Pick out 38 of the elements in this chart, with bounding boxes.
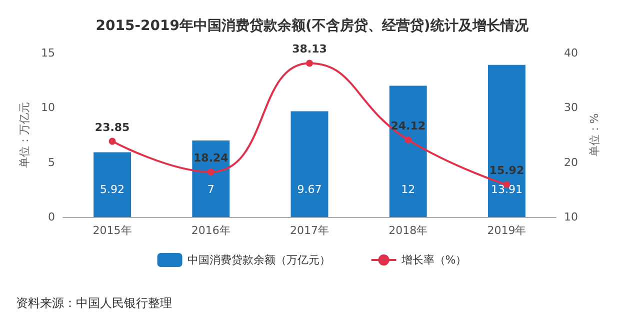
data-label: 24.12 [390,119,426,132]
bar [192,140,230,217]
data-label: 5.92 [100,183,125,196]
x-tick-label: 2016年 [191,224,230,237]
data-label: 9.67 [297,183,322,196]
legend-label: 增长率（%） [400,254,467,266]
bar [290,111,328,217]
bar [389,86,427,217]
y2-tick-label: 10 [564,210,578,224]
bar [94,152,132,217]
data-label: 38.13 [292,42,327,56]
y2-tick-label: 20 [564,156,578,169]
y-tick-label: 5 [48,156,55,169]
data-label: 23.85 [94,120,130,134]
point [207,168,214,176]
legend-label: 中国消费贷款余额（万亿元） [187,254,330,266]
x-tick-label: 2017年 [290,224,329,237]
chart-title: 2015-2019年中国消费贷款余额(不含房贷、经营贷)统计及增长情况 [96,17,530,34]
point [108,138,116,145]
text: 资料来源：中国人民银行整理 [16,296,172,310]
y-tick-label: 0 [48,210,55,224]
y2-axis-title: 单位：% [588,113,601,157]
y-tick-label: 10 [41,101,55,114]
y2-tick-label: 40 [564,46,578,60]
x-tick-label: 2019年 [487,224,526,237]
point [404,136,412,144]
data-label: 18.24 [194,151,229,164]
y-axis-title: 单位：万亿元 [18,102,32,168]
x-tick-label: 2018年 [388,224,428,237]
point [306,60,313,67]
y2-tick-label: 30 [564,101,578,114]
data-label: 12 [401,183,416,196]
data-label: 7 [207,183,214,196]
bar [488,64,526,217]
x-tick-label: 2015年 [92,224,132,237]
data-label: 15.92 [489,164,524,178]
data-label: 13.91 [490,183,522,196]
y-tick-label: 15 [41,46,55,60]
